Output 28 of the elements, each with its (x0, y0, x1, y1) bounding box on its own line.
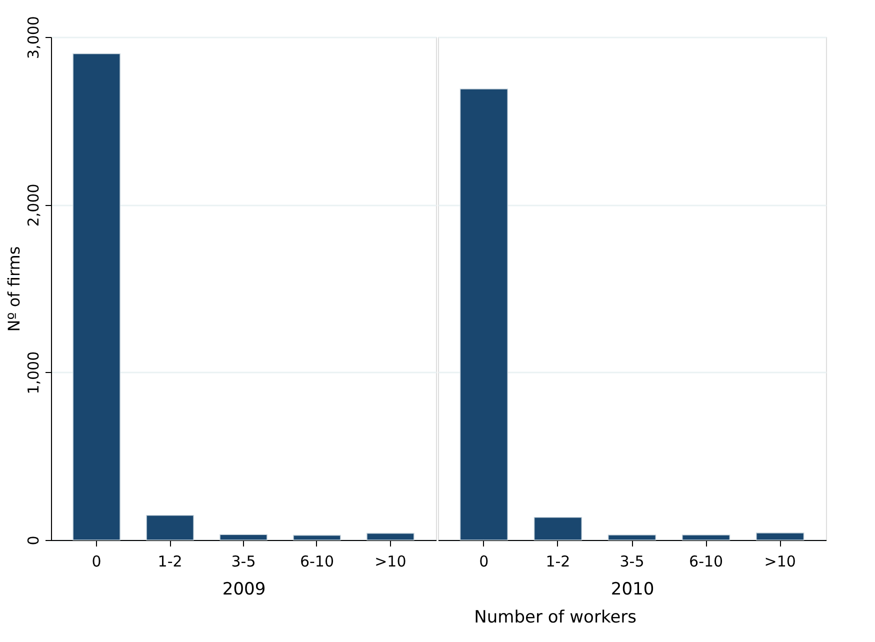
y-tick-label: 0 (24, 536, 42, 546)
x-tick-label: 0 (479, 552, 489, 570)
text: Number of workers (474, 608, 637, 628)
bar (293, 534, 341, 540)
y-tick-label: 1,000 (24, 351, 42, 394)
x-tick-label: >10 (764, 552, 796, 570)
x-axis-title: 2010 (610, 580, 654, 600)
x-tick-label: 6-10 (689, 552, 724, 570)
bar (756, 532, 804, 540)
x-tick-label: 1-2 (158, 552, 182, 570)
x-tick-label: 3-5 (620, 552, 644, 570)
x-tick-label: 6-10 (300, 552, 334, 570)
x-axis-title: 2009 (222, 580, 266, 600)
x-tick-label: >10 (374, 552, 406, 570)
bar (534, 516, 582, 540)
bar (72, 53, 120, 540)
x-tick-label: 0 (92, 552, 102, 570)
y-tick-label: 3,000 (24, 16, 42, 59)
bar (146, 514, 194, 540)
x-tick-label: 3-5 (231, 552, 256, 570)
y-axis-title: Nº of firms (4, 246, 24, 332)
bar (682, 534, 730, 540)
bar (460, 88, 508, 540)
x-tick-label: 1-2 (546, 552, 570, 570)
bar (366, 532, 414, 540)
bar (220, 534, 268, 540)
bar (608, 534, 656, 540)
y-tick-label: 2,000 (24, 184, 42, 227)
